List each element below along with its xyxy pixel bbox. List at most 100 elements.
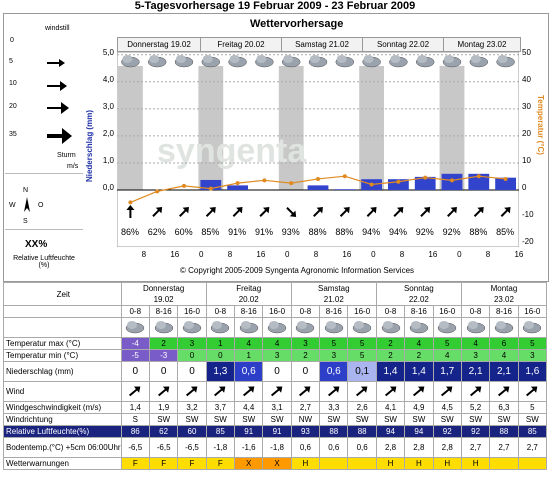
period-cell: 16-0 — [517, 305, 548, 318]
wind-arrow-icon — [489, 381, 519, 402]
table-cell: X — [262, 457, 292, 470]
table-cell — [347, 457, 377, 470]
table-cell: -6,5 — [120, 437, 150, 458]
table-row: Wetterwarnungen F F F F X X H H H H H — [3, 457, 548, 470]
night-band — [118, 66, 143, 190]
wind-arrow-icon — [432, 381, 462, 402]
cloud-icon — [362, 55, 381, 68]
yl-tick: 5,0 — [102, 48, 114, 57]
period-cell: 16-0 — [432, 305, 462, 318]
table-cell: 2,6 — [347, 401, 377, 414]
table-cell: 91 — [262, 425, 292, 438]
wind-arrow-icon — [120, 381, 150, 402]
table-cell: SW — [489, 413, 519, 426]
temperature-point — [155, 189, 160, 194]
page-title: 5-Tagesvorhersage 19 Februar 2009 - 23 F… — [134, 0, 416, 12]
table-cell: -1,8 — [205, 437, 236, 458]
zeit-label: Zeit — [3, 282, 122, 306]
cloud-icon — [147, 55, 167, 68]
wind-arrow-icon — [347, 381, 377, 402]
wind-arrow-icon — [313, 207, 323, 217]
cloud-icon — [148, 317, 179, 338]
table-cell: 88 — [489, 425, 519, 438]
humidity-value: 91% — [228, 227, 247, 237]
table-cell: SW — [404, 413, 434, 426]
temperature-point — [262, 178, 267, 183]
wind-arrow-icon — [259, 207, 270, 217]
compass-n: N — [23, 187, 29, 194]
table-cell: H — [290, 457, 321, 470]
cloud-icon — [460, 317, 491, 338]
compass-w: W — [9, 202, 16, 209]
temperature-point — [289, 181, 294, 186]
table-cell: 92 — [432, 425, 462, 438]
temperature-point — [423, 175, 428, 180]
period-cell: 0-8 — [120, 305, 150, 318]
compass-o: O — [38, 202, 44, 209]
table-cell: NW — [290, 413, 321, 426]
x-axis: 8 16 0 8 16 0 8 16 0 8 16 0 8 16 — [117, 250, 524, 262]
legend-ms: m/s — [67, 163, 79, 170]
x-tick: 8 — [399, 250, 405, 259]
table-cell: 0,6 — [319, 437, 349, 458]
temperature-point — [316, 176, 320, 181]
humidity-value: 88% — [469, 227, 488, 237]
humidity-value: 88% — [335, 227, 354, 237]
table-cell: 0,6 — [319, 361, 349, 382]
table-cell — [517, 457, 548, 470]
night-band — [359, 66, 384, 190]
table-row: Temperatur max (°C) -4 2 3 1 4 4 3 5 5 2 4 5 4 6 5 — [3, 337, 548, 350]
x-tick: 16 — [170, 250, 180, 259]
humidity-value: 85% — [201, 227, 220, 237]
table-cell: 3,2 — [177, 401, 207, 414]
yr-tick: 10 — [522, 156, 531, 165]
cloud-icon — [415, 55, 435, 68]
period-cell: 16-0 — [177, 305, 207, 318]
cloud-icon — [375, 317, 406, 338]
wind-arrow-icon — [339, 207, 350, 217]
table-cell: SW — [148, 413, 179, 426]
table-cell: 1,9 — [148, 401, 179, 414]
wind-arrow-icon — [319, 381, 349, 402]
wind-arrow-icon — [290, 381, 321, 402]
period-cell: 8-16 — [489, 305, 519, 318]
table-cell: 4 — [262, 337, 292, 350]
wind-arrow-legend-icon — [47, 59, 72, 144]
x-tick: 0 — [457, 250, 462, 259]
temperature-point — [476, 174, 481, 179]
table-cell: 0,6 — [290, 437, 321, 458]
table-cell: 1,6 — [517, 361, 548, 382]
humidity-value: 88% — [308, 227, 327, 237]
wind-arrow-icon — [179, 207, 189, 217]
humidity-value: 86% — [120, 227, 139, 237]
y-right-label: Temperatur (°C) — [536, 95, 545, 155]
table-cell: 0 — [177, 361, 207, 382]
table-cell: SW — [347, 413, 377, 426]
x-tick: 16 — [342, 250, 352, 259]
table-cell: 62 — [148, 425, 179, 438]
legend-windstill: windstill — [45, 25, 70, 32]
table-cell: 5 — [517, 401, 548, 414]
table-cell: 4,1 — [375, 401, 406, 414]
temperature-point — [396, 179, 401, 184]
period-cell: 8-16 — [234, 305, 264, 318]
chart-title: Wettervorhersage — [250, 18, 344, 30]
period-cell: 8-16 — [404, 305, 434, 318]
table-cell: 4,9 — [404, 401, 434, 414]
table-cell: -6,5 — [148, 437, 179, 458]
table-cell: 3 — [290, 337, 321, 350]
rain-bar — [200, 179, 222, 190]
table-cell: 1,3 — [205, 361, 236, 382]
temperature-point — [182, 183, 186, 188]
table-cell: 2,7 — [290, 401, 321, 414]
x-tick: 16 — [514, 250, 524, 259]
table-cell: 2 — [404, 349, 434, 362]
period-cell: 8-16 — [148, 305, 179, 318]
table-cell: 94 — [404, 425, 434, 438]
humidity-value: 85% — [496, 227, 515, 237]
day-header-3: Samstag 21.02 — [281, 37, 363, 52]
table-cell: 3,7 — [205, 401, 236, 414]
wind-arrow-icon — [473, 207, 484, 217]
x-tick: 16 — [428, 250, 438, 259]
table-cell: 2 — [375, 337, 406, 350]
